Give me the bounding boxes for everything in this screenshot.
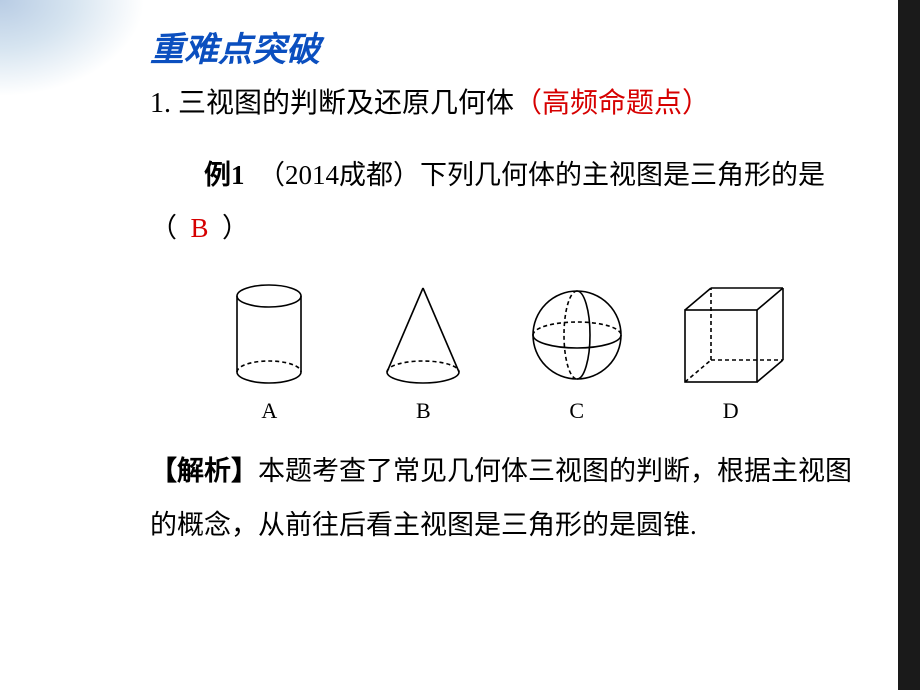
options-figure: A B C D (180, 268, 820, 430)
sphere-icon (522, 280, 632, 390)
question-after: ） (222, 213, 249, 243)
label-c: C (569, 398, 584, 424)
label-a: A (261, 398, 277, 424)
example-source: （2014成都） (258, 160, 420, 190)
slide-content: 重难点突破 1. 三视图的判断及还原几何体（高频命题点） 例1 （2014成都）… (150, 22, 870, 552)
cylinder-icon (224, 280, 314, 390)
labels-row: A B C D (180, 394, 820, 430)
answer-letter: B (191, 213, 209, 243)
subtitle-text: 三视图的判断及还原几何体 (178, 88, 514, 119)
subtitle-number: 1. (150, 88, 178, 119)
label-b: B (416, 398, 431, 424)
cone-icon (373, 280, 473, 390)
option-d-shape (671, 276, 791, 394)
option-a-shape (209, 276, 329, 394)
explanation: 【解析】本题考查了常见几何体三视图的判断，根据主视图的概念，从前往后看主视图是三… (150, 444, 870, 552)
section-title: 重难点突破 (150, 22, 870, 71)
question-before: 下列几何体的主视图是三角形的是（ (150, 160, 825, 243)
label-d: D (723, 398, 739, 424)
example-question: 例1 （2014成都）下列几何体的主视图是三角形的是（ B ） (150, 149, 870, 254)
subtitle-red-note: （高频命题点） (514, 88, 710, 119)
option-b-shape (363, 276, 483, 394)
cube-icon (671, 280, 791, 390)
example-label: 例1 (204, 160, 245, 190)
explanation-tag: 【解析】 (150, 456, 258, 486)
right-dark-bar (898, 0, 920, 690)
shapes-row (180, 268, 820, 394)
option-c-shape (517, 276, 637, 394)
subtitle: 1. 三视图的判断及还原几何体（高频命题点） (150, 81, 870, 121)
